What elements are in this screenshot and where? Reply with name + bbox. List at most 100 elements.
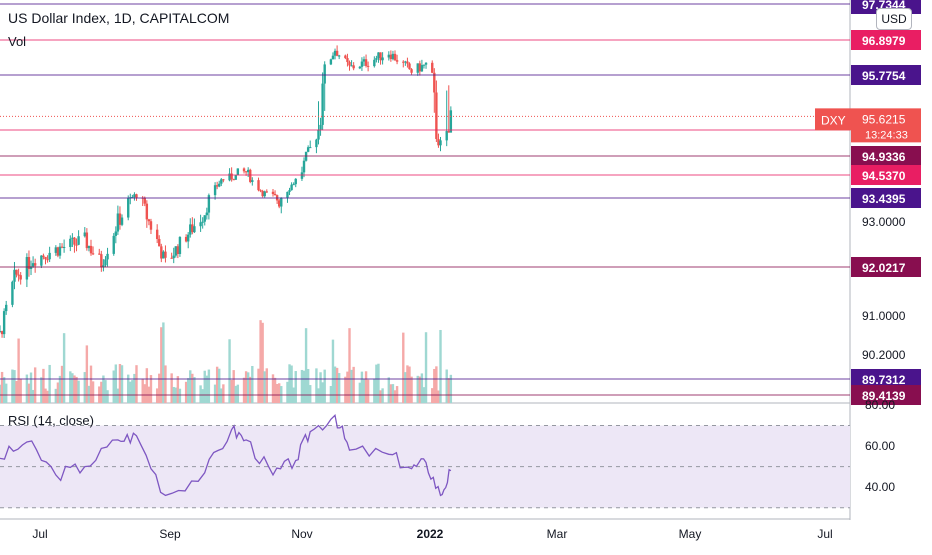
candle-body: [118, 213, 122, 225]
volume-bar: [302, 370, 306, 403]
candle-body: [87, 245, 91, 249]
volume-bar: [393, 390, 397, 403]
candle-body: [288, 190, 291, 192]
candle-body: [420, 65, 424, 72]
volume-bar: [416, 375, 419, 403]
volume-bar: [158, 373, 161, 403]
volume-bar: [189, 370, 192, 403]
time-tick-label: Jul: [32, 527, 47, 541]
candle-body: [348, 62, 351, 66]
candle-body: [346, 58, 349, 63]
volume-bar: [178, 388, 182, 403]
candle-body: [203, 215, 206, 222]
volume-bar: [346, 371, 349, 403]
candle-body: [447, 131, 450, 133]
volume-bar: [304, 328, 308, 403]
price-axis: 93.000091.000090.200097.734496.897995.77…: [815, 0, 921, 494]
volume-bar: [387, 377, 391, 403]
volume-bar: [15, 380, 18, 403]
volume-bar: [431, 388, 434, 403]
candle-body: [112, 235, 115, 254]
volume-bar: [54, 388, 58, 403]
currency-button[interactable]: USD: [876, 8, 912, 30]
volume-bar: [309, 385, 312, 403]
volume-bar: [350, 369, 353, 403]
candle-body: [135, 194, 138, 198]
candle-body: [271, 191, 275, 195]
candle-body: [416, 63, 419, 73]
candle-body: [249, 169, 252, 182]
volume-bar: [424, 332, 428, 403]
time-tick-label: Sep: [159, 527, 181, 541]
volume-bar: [375, 364, 378, 403]
volume-bar: [315, 368, 318, 403]
candle-body: [360, 61, 364, 67]
candle-body: [85, 232, 89, 249]
volume-bar: [44, 388, 47, 403]
candle-body: [373, 59, 376, 67]
volume-bar: [404, 372, 407, 403]
volume-bar: [257, 368, 260, 403]
volume-bar: [321, 382, 324, 403]
candle-body: [246, 169, 250, 173]
candle-body: [199, 222, 202, 227]
volume-bar: [352, 366, 355, 403]
price-level-badge: [851, 188, 921, 208]
volume-bar: [5, 383, 8, 403]
volume-bar: [143, 384, 146, 403]
candle-body: [259, 190, 262, 192]
volume-bar: [13, 370, 16, 403]
volume-bar: [116, 388, 120, 403]
volume-bar: [435, 366, 438, 403]
volume-bar: [129, 381, 132, 403]
candle-body: [15, 269, 18, 275]
volume-bar: [75, 376, 78, 403]
candle-body: [186, 234, 190, 242]
candle-body: [116, 213, 120, 232]
volume-bar: [362, 379, 366, 403]
candle-body: [391, 53, 395, 60]
volume-bar: [48, 364, 51, 403]
candle-body: [184, 236, 188, 242]
volume-bar: [286, 381, 289, 403]
candle-body: [379, 52, 382, 61]
volume-bar: [89, 365, 93, 403]
candle-body: [344, 55, 347, 59]
price-level-badge: [851, 30, 921, 50]
candle-body: [19, 275, 22, 280]
candle-body: [263, 191, 266, 197]
candle-body: [292, 184, 295, 186]
candle-body: [228, 173, 231, 181]
volume-bar: [131, 380, 134, 403]
time-tick-label: Mar: [547, 527, 568, 541]
candle-body: [149, 221, 153, 230]
candle-body: [294, 178, 297, 185]
volume-bar: [273, 377, 277, 403]
volume-bar: [389, 384, 393, 403]
candle-body: [273, 194, 277, 196]
volume-bar: [2, 377, 6, 403]
candle-body: [42, 255, 45, 257]
candle-body: [280, 197, 283, 207]
volume-bar: [85, 345, 89, 403]
candle-body: [158, 239, 161, 247]
candle-body: [352, 65, 355, 69]
volume-bar: [381, 388, 384, 403]
candle-body: [358, 66, 362, 69]
volume-bar: [56, 382, 60, 403]
volume-bar: [46, 390, 49, 403]
candle-body: [408, 63, 411, 70]
candle-body: [127, 198, 130, 218]
volume-bar: [162, 322, 165, 403]
volume-bar: [27, 383, 31, 403]
time-tick-label: Nov: [291, 527, 312, 541]
volume-bar: [379, 390, 382, 403]
candle-body: [44, 256, 47, 260]
volume-bar: [418, 376, 422, 403]
price-tick-label: 91.0000: [862, 309, 906, 323]
candle-body: [220, 179, 223, 184]
candle-body: [261, 191, 264, 197]
candle-body: [27, 257, 31, 270]
